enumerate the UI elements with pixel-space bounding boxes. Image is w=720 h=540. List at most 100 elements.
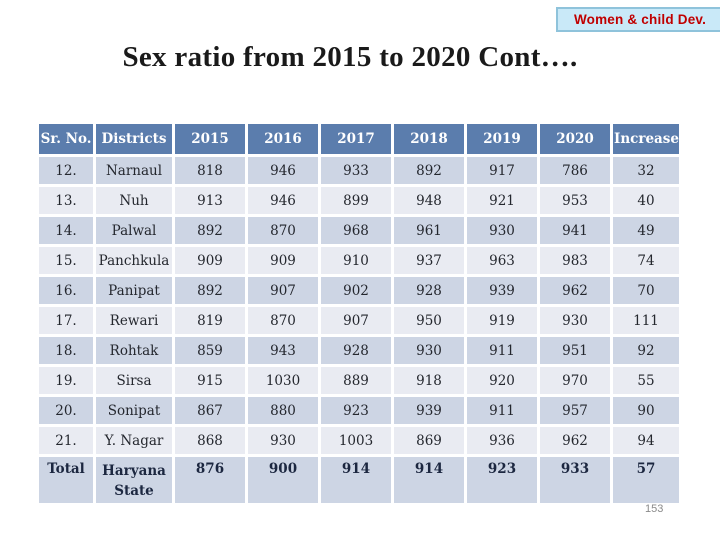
value-cell: 962 — [540, 427, 610, 454]
value-cell: 921 — [467, 187, 537, 214]
sr-no-cell: 14. — [39, 217, 93, 244]
value-cell: 911 — [467, 337, 537, 364]
value-cell: 917 — [467, 157, 537, 184]
value-cell: 94 — [613, 427, 679, 454]
value-cell: 950 — [394, 307, 464, 334]
value-cell: 870 — [248, 307, 318, 334]
column-header-2015: 2015 — [175, 124, 245, 154]
value-cell: 786 — [540, 157, 610, 184]
table-row: 19. Sirsa 915 1030 889 918 920 970 55 — [39, 367, 679, 394]
value-cell: 951 — [540, 337, 610, 364]
district-cell: Panchkula — [96, 247, 172, 274]
district-cell: Palwal — [96, 217, 172, 244]
value-cell: 933 — [540, 457, 610, 503]
value-cell: 1030 — [248, 367, 318, 394]
value-cell: 946 — [248, 157, 318, 184]
value-cell: 928 — [321, 337, 391, 364]
value-cell: 70 — [613, 277, 679, 304]
column-header-2017: 2017 — [321, 124, 391, 154]
value-cell: 90 — [613, 397, 679, 424]
value-cell: 55 — [613, 367, 679, 394]
value-cell: 939 — [394, 397, 464, 424]
value-cell: 892 — [394, 157, 464, 184]
value-cell: 1003 — [321, 427, 391, 454]
value-cell: 74 — [613, 247, 679, 274]
value-cell: 892 — [175, 277, 245, 304]
value-cell: 913 — [175, 187, 245, 214]
table-header-row: Sr. No. Districts 2015 2016 2017 2018 20… — [39, 124, 679, 154]
value-cell: 930 — [467, 217, 537, 244]
value-cell: 946 — [248, 187, 318, 214]
value-cell: 914 — [394, 457, 464, 503]
value-cell: 937 — [394, 247, 464, 274]
column-header-increase: Increase — [613, 124, 679, 154]
value-cell: 859 — [175, 337, 245, 364]
sr-no-cell: 18. — [39, 337, 93, 364]
value-cell: 909 — [248, 247, 318, 274]
district-cell: Sirsa — [96, 367, 172, 394]
value-cell: 933 — [321, 157, 391, 184]
value-cell: 910 — [321, 247, 391, 274]
district-cell: Haryana State — [96, 457, 172, 503]
district-cell: Nuh — [96, 187, 172, 214]
district-cell: Panipat — [96, 277, 172, 304]
district-cell: Narnaul — [96, 157, 172, 184]
table-row: 15. Panchkula 909 909 910 937 963 983 74 — [39, 247, 679, 274]
column-header-2018: 2018 — [394, 124, 464, 154]
value-cell: 957 — [540, 397, 610, 424]
table-header: Sr. No. Districts 2015 2016 2017 2018 20… — [39, 124, 679, 154]
value-cell: 892 — [175, 217, 245, 244]
sr-no-cell: 17. — [39, 307, 93, 334]
value-cell: 907 — [321, 307, 391, 334]
value-cell: 902 — [321, 277, 391, 304]
value-cell: 911 — [467, 397, 537, 424]
table-row: 16. Panipat 892 907 902 928 939 962 70 — [39, 277, 679, 304]
value-cell: 909 — [175, 247, 245, 274]
value-cell: 936 — [467, 427, 537, 454]
sr-no-cell: 13. — [39, 187, 93, 214]
value-cell: 963 — [467, 247, 537, 274]
column-header-district: Districts — [96, 124, 172, 154]
value-cell: 57 — [613, 457, 679, 503]
value-cell: 880 — [248, 397, 318, 424]
district-cell: Sonipat — [96, 397, 172, 424]
table-body: 12. Narnaul 818 946 933 892 917 786 32 13. Nuh 913 9… — [39, 157, 679, 503]
column-header-2016: 2016 — [248, 124, 318, 154]
table-row: 13. Nuh 913 946 899 948 921 953 40 — [39, 187, 679, 214]
value-cell: 919 — [467, 307, 537, 334]
value-cell: 939 — [467, 277, 537, 304]
sr-no-cell: 19. — [39, 367, 93, 394]
value-cell: 899 — [321, 187, 391, 214]
sex-ratio-table: Sr. No. Districts 2015 2016 2017 2018 20… — [36, 121, 682, 506]
table-row: 12. Narnaul 818 946 933 892 917 786 32 — [39, 157, 679, 184]
value-cell: 923 — [467, 457, 537, 503]
table-total-row: Total Haryana State 876 900 914 914 923 933 57 — [39, 457, 679, 503]
slide-title: Sex ratio from 2015 to 2020 Cont…. — [122, 41, 578, 73]
dept-badge: Women & child Dev. — [556, 7, 720, 32]
value-cell: 983 — [540, 247, 610, 274]
table-row: 21. Y. Nagar 868 930 1003 869 936 962 94 — [39, 427, 679, 454]
value-cell: 953 — [540, 187, 610, 214]
value-cell: 868 — [175, 427, 245, 454]
table-row: 17. Rewari 819 870 907 950 919 930 111 — [39, 307, 679, 334]
value-cell: 928 — [394, 277, 464, 304]
value-cell: 40 — [613, 187, 679, 214]
sr-no-cell: 21. — [39, 427, 93, 454]
value-cell: 968 — [321, 217, 391, 244]
value-cell: 867 — [175, 397, 245, 424]
sr-no-cell: 16. — [39, 277, 93, 304]
table-row: 14. Palwal 892 870 968 961 930 941 49 — [39, 217, 679, 244]
value-cell: 970 — [540, 367, 610, 394]
column-header-sr-no: Sr. No. — [39, 124, 93, 154]
table-row: 20. Sonipat 867 880 923 939 911 957 90 — [39, 397, 679, 424]
value-cell: 943 — [248, 337, 318, 364]
value-cell: 111 — [613, 307, 679, 334]
value-cell: 918 — [394, 367, 464, 394]
value-cell: 907 — [248, 277, 318, 304]
sr-no-cell: 15. — [39, 247, 93, 274]
value-cell: 32 — [613, 157, 679, 184]
page-number: 153 — [645, 503, 664, 515]
column-header-2020: 2020 — [540, 124, 610, 154]
sr-no-cell: 12. — [39, 157, 93, 184]
value-cell: 818 — [175, 157, 245, 184]
